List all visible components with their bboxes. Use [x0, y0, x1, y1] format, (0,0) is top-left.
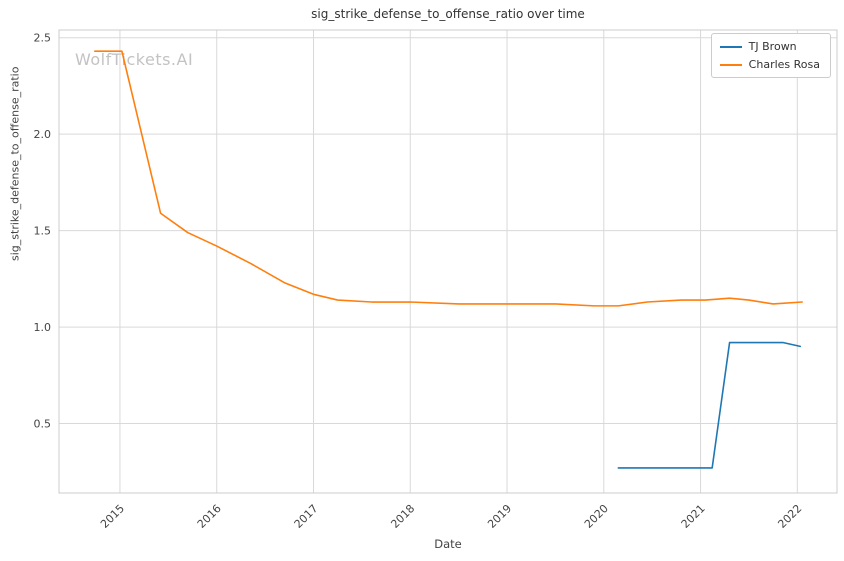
x-tick-label: 2017 [292, 502, 321, 531]
legend-label: TJ Brown [748, 40, 797, 53]
y-tick-label: 0.5 [34, 418, 52, 431]
x-tick-label: 2018 [388, 502, 417, 531]
legend-item: TJ Brown [719, 40, 820, 53]
x-axis-label: Date [434, 537, 462, 551]
y-tick-label: 2.5 [34, 32, 52, 45]
x-tick-label: 2015 [98, 502, 127, 531]
chart-title: sig_strike_defense_to_offense_ratio over… [311, 7, 585, 21]
legend-swatch [719, 63, 742, 66]
y-tick-label: 2.0 [34, 128, 52, 141]
legend-label: Charles Rosa [748, 58, 820, 71]
legend: TJ Brown Charles Rosa [710, 33, 831, 78]
x-tick-label: 2020 [582, 502, 611, 531]
x-tick-label: 2019 [485, 502, 514, 531]
x-tick-label: 2016 [195, 502, 224, 531]
y-tick-label: 1.0 [34, 321, 52, 334]
series-line-tj-brown [617, 341, 802, 469]
legend-swatch [719, 45, 742, 48]
x-tick-label: 2022 [775, 502, 804, 531]
watermark: WolfTickets.AI [75, 50, 194, 69]
plot-border [58, 29, 838, 494]
y-tick-label: 1.5 [34, 225, 52, 238]
x-tick-label: 2021 [679, 502, 708, 531]
series-line-charles-rosa [94, 50, 803, 307]
legend-item: Charles Rosa [719, 58, 820, 71]
